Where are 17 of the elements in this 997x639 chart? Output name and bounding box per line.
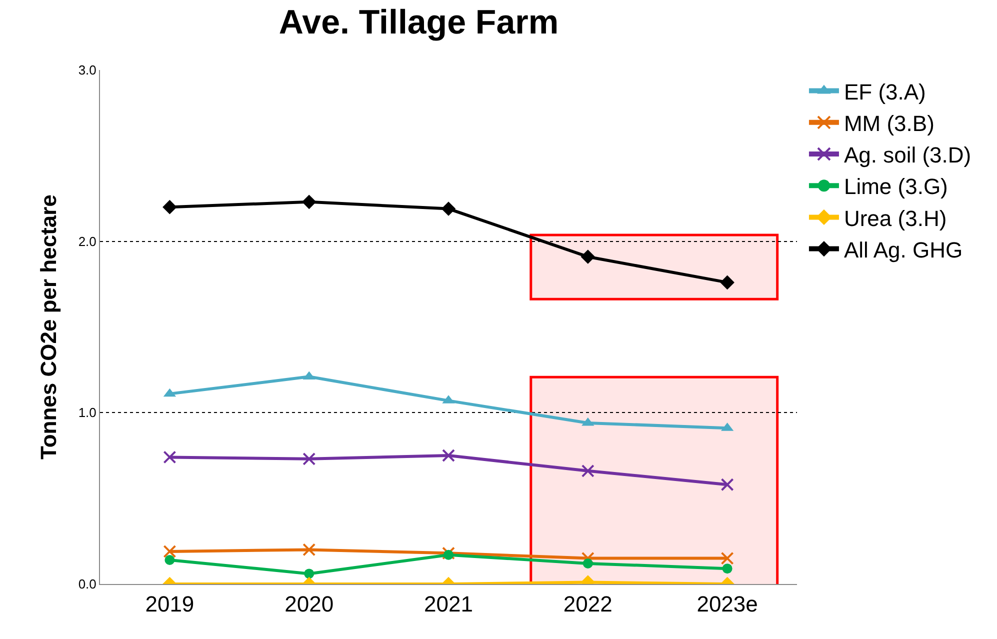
legend-label: All Ag. GHG — [844, 237, 963, 262]
legend-label: Urea (3.H) — [844, 206, 947, 231]
legend-label: Ag. soil (3.D) — [844, 142, 972, 168]
y-tick-label: 0.0 — [78, 576, 96, 592]
chart-title: Ave. Tillage Farm — [278, 3, 559, 42]
legend-label: MM (3.B) — [844, 110, 934, 136]
x-tick-label: 2019 — [145, 591, 194, 616]
y-tick-label: 2.0 — [78, 234, 96, 249]
x-tick-label: 2020 — [284, 591, 334, 616]
x-tick-label: 2022 — [563, 591, 612, 616]
y-tick-label: 3.0 — [78, 62, 96, 78]
x-tick-label: 2021 — [424, 591, 473, 616]
x-tick-label: 2023e — [696, 591, 758, 616]
legend-label: Lime (3.G) — [844, 174, 948, 200]
y-axis-title: Tonnes CO2e per hectare — [36, 194, 62, 460]
y-tick-label: 1.0 — [78, 405, 96, 420]
legend-label: EF (3.A) — [844, 79, 926, 104]
